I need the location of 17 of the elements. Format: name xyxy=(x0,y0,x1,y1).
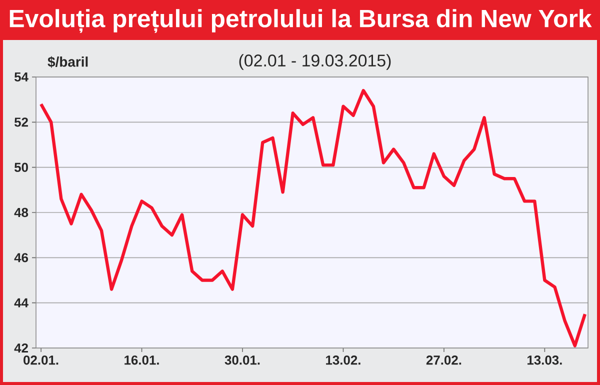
x-tick-label: 30.01. xyxy=(224,356,260,365)
y-tick-label: 42 xyxy=(14,343,28,353)
line-series xyxy=(39,88,587,348)
x-tick-label: 13.03. xyxy=(528,356,562,365)
x-tick-label: 16.01. xyxy=(124,356,159,365)
x-tick-label: 27.02. xyxy=(426,356,462,365)
y-axis-title: $/baril xyxy=(48,56,88,68)
chart-title: Evoluția prețului petrolului la Bursa din New York xyxy=(10,9,592,33)
y-tick-label: 52 xyxy=(14,118,28,127)
chart-subtitle: (02.01 - 19.03.2015) xyxy=(239,54,391,70)
y-tick-label: 44 xyxy=(14,298,28,308)
x-tick-label: 13.02. xyxy=(326,356,360,365)
x-tick-label: 02.01. xyxy=(24,356,58,365)
y-tick-label: 54 xyxy=(14,72,28,82)
y-tick-label: 50 xyxy=(14,162,28,172)
y-tick-label: 46 xyxy=(14,253,28,262)
y-tick-label: 48 xyxy=(14,208,28,218)
